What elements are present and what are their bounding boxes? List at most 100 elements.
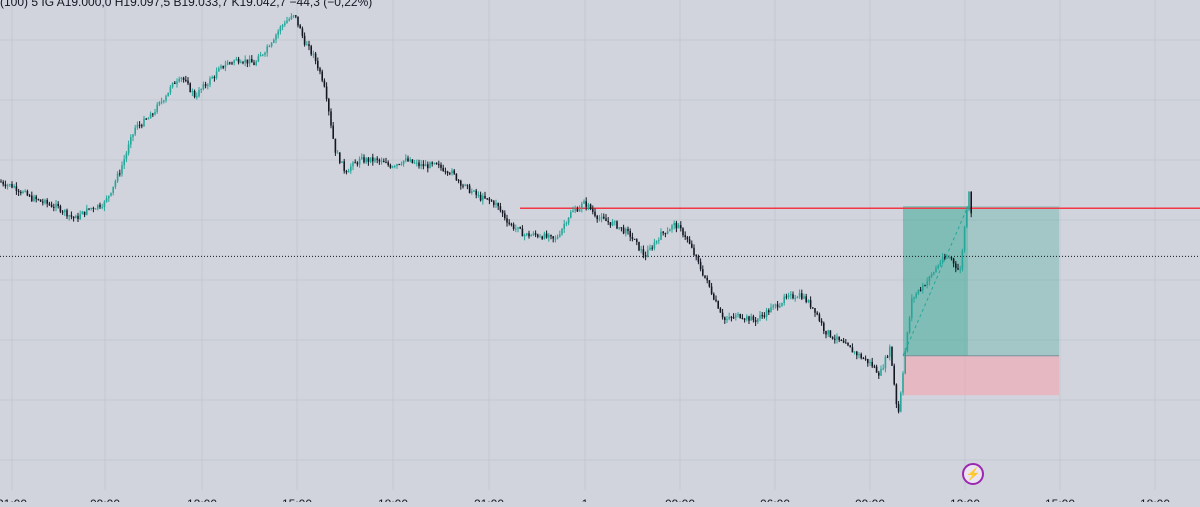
candle: [31, 191, 33, 202]
candle: [275, 33, 277, 44]
candle-body: [336, 152, 339, 154]
candle: [719, 307, 722, 313]
candle: [864, 355, 867, 361]
candle: [517, 227, 519, 233]
candle: [889, 344, 891, 361]
candle-body: [185, 79, 187, 81]
price-lines: [0, 207, 1200, 257]
candle: [182, 76, 185, 83]
candle: [147, 117, 150, 120]
candle: [24, 189, 26, 193]
candle: [473, 189, 475, 193]
candle-body: [262, 54, 264, 56]
candle-body: [699, 261, 702, 270]
candle-body: [477, 194, 480, 196]
candle-body: [246, 59, 249, 64]
candle: [561, 228, 563, 236]
x-tick-label: 09:00: [90, 497, 120, 502]
candle-body: [103, 201, 106, 208]
candle: [968, 191, 970, 212]
candle: [655, 240, 658, 245]
candle: [145, 117, 147, 120]
candle: [70, 211, 73, 220]
candle: [783, 293, 785, 306]
candle-body: [805, 296, 807, 302]
candle: [880, 365, 882, 376]
candle: [614, 220, 616, 226]
x-axis: 21:00 09:00 12:00 15:00 18:00 21:00 1 09:00 06:0…: [0, 497, 1170, 507]
candle-body: [273, 39, 275, 43]
candle-body: [581, 203, 583, 209]
position-tool[interactable]: [902, 205, 1059, 396]
candle: [352, 161, 354, 171]
candle: [59, 204, 62, 214]
candle-body: [732, 317, 735, 319]
candle: [356, 161, 359, 167]
candle-body: [807, 300, 810, 302]
candle-body: [356, 162, 359, 165]
candle: [581, 201, 583, 213]
candle: [739, 313, 741, 319]
x-tick-label: 18:00: [1140, 497, 1170, 502]
candle: [556, 234, 559, 240]
candle-body: [123, 159, 125, 166]
candle-body: [57, 203, 59, 207]
candle-body: [706, 277, 708, 281]
candle: [369, 157, 372, 164]
candle: [693, 244, 695, 257]
candle: [242, 60, 244, 65]
candle-body: [178, 78, 180, 82]
candle: [504, 210, 506, 221]
candle: [543, 231, 546, 240]
candle: [570, 209, 572, 219]
candle: [752, 314, 755, 323]
candle: [345, 169, 348, 175]
candle-body: [28, 195, 31, 197]
candle: [42, 198, 44, 206]
x-tick-label: 15:00: [282, 497, 312, 502]
candle: [754, 316, 757, 326]
candle: [17, 188, 20, 197]
candle: [185, 75, 187, 83]
candle-body: [864, 358, 867, 360]
candle: [77, 212, 79, 223]
candle: [174, 81, 176, 85]
candle-body: [413, 162, 416, 164]
candle: [603, 213, 605, 220]
candle: [616, 220, 618, 230]
candle: [28, 193, 31, 198]
candle: [537, 233, 539, 239]
candle: [215, 67, 218, 80]
candle: [422, 160, 425, 170]
candle: [948, 254, 950, 259]
candle-body: [926, 281, 928, 286]
ohlc-legend: (100) 5 IG A19.000,0 H19.097,5 B19.033,7…: [0, 0, 373, 9]
candle-body: [46, 200, 48, 204]
candle: [301, 26, 304, 39]
candle: [763, 312, 766, 319]
candle: [438, 160, 440, 169]
candle-body: [325, 86, 328, 99]
candle-body: [853, 351, 856, 353]
candle-body: [559, 234, 561, 237]
candle: [484, 191, 486, 200]
candle-body: [446, 171, 449, 174]
candle-body: [510, 223, 513, 225]
candle: [270, 42, 273, 48]
candle-body: [739, 314, 741, 318]
candle: [374, 157, 376, 163]
candle-body: [473, 190, 475, 192]
candle: [933, 271, 935, 276]
candle: [363, 154, 365, 164]
candle: [427, 161, 429, 173]
candle: [336, 149, 339, 154]
candle-body: [504, 213, 506, 219]
candle-body: [308, 44, 310, 47]
candle: [935, 265, 937, 273]
candle: [730, 315, 733, 322]
lightning-bolt-icon[interactable]: ⚡: [962, 463, 984, 485]
candle-body: [466, 184, 469, 186]
candle: [963, 225, 966, 253]
